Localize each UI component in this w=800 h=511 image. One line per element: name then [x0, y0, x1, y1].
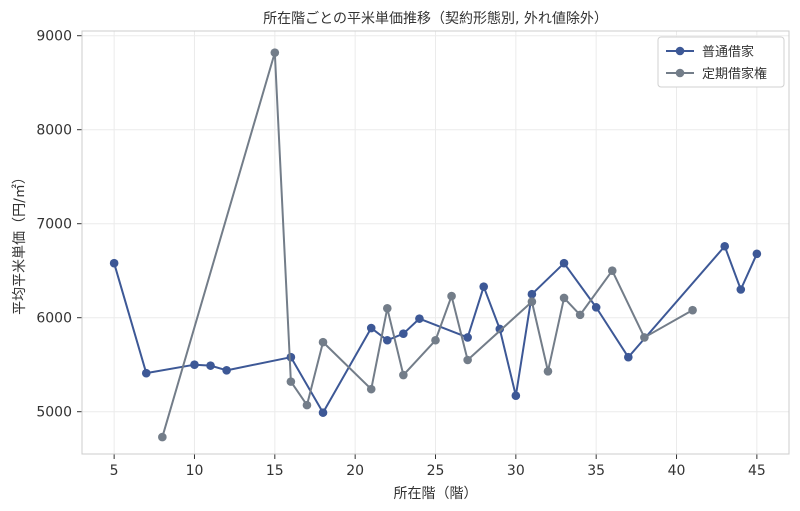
data-point: [286, 377, 296, 386]
series-2: [158, 48, 697, 442]
legend-marker: [675, 46, 685, 56]
y-tick-label: 5000: [36, 405, 72, 421]
series-line: [161, 51, 694, 438]
data-point: [640, 333, 649, 342]
y-axis-label: 平均平米単価（円/㎡）: [12, 170, 28, 315]
data-point: [688, 305, 697, 315]
data-point: [447, 291, 456, 301]
data-point: [382, 304, 392, 313]
y-tick-label: 9000: [36, 29, 72, 45]
data-point: [559, 293, 569, 303]
data-point: [270, 48, 280, 57]
x-tick-label: 45: [748, 463, 766, 479]
data-point: [318, 337, 328, 347]
data-point: [222, 366, 231, 375]
data-point: [720, 241, 730, 251]
x-tick-label: 20: [346, 463, 364, 479]
data-point: [752, 249, 762, 259]
data-point: [415, 314, 424, 323]
legend-item: 定期借家権: [666, 66, 767, 82]
data-point: [109, 258, 119, 268]
data-point: [141, 368, 151, 378]
data-point: [624, 352, 633, 362]
data-point: [399, 329, 408, 338]
series-1: [109, 241, 762, 417]
x-tick-label: 40: [668, 463, 686, 479]
axes: 5 10 15 20 25 30 35 40 45 5000 6000 7000 8000 9000: [36, 29, 790, 479]
plot-frame: [81, 30, 790, 455]
x-tick-label: 30: [507, 463, 525, 479]
legend-label: 定期借家権: [702, 66, 767, 82]
data-point: [479, 282, 489, 291]
data-point: [318, 408, 328, 417]
series-line: [113, 245, 758, 414]
x-tick-label: 25: [427, 463, 445, 479]
data-point: [543, 366, 553, 376]
data-point: [495, 324, 505, 334]
chart-title: 所在階ごとの平米単価推移（契約形態別, 外れ値除外）: [263, 11, 608, 27]
data-point: [559, 258, 569, 268]
data-point: [190, 360, 199, 370]
y-tick-label: 8000: [36, 123, 72, 139]
data-point: [527, 289, 537, 299]
data-point: [431, 335, 440, 345]
x-axis-label: 所在階（階）: [394, 486, 478, 502]
data-point: [607, 266, 617, 276]
data-point: [463, 355, 472, 365]
data-point: [366, 384, 376, 394]
data-point: [511, 391, 521, 401]
y-tick-label: 6000: [36, 311, 72, 327]
data-point: [575, 310, 585, 320]
legend-label: 普通借家: [702, 44, 754, 60]
legend-box: [657, 36, 785, 88]
data-point: [382, 335, 392, 345]
grid-lines: [82, 31, 789, 454]
data-point: [302, 400, 312, 410]
data-point: [527, 297, 537, 307]
data-point: [366, 323, 376, 333]
data-point: [399, 370, 408, 380]
legend-marker: [675, 68, 685, 78]
data-point: [286, 352, 296, 362]
data-point: [463, 333, 472, 342]
x-tick-label: 5: [110, 463, 119, 479]
data-point: [158, 432, 167, 442]
data-point: [736, 285, 746, 294]
data-point: [591, 303, 601, 312]
x-tick-label: 15: [266, 463, 284, 479]
x-tick-label: 35: [587, 463, 605, 479]
legend-item: 普通借家: [666, 44, 754, 60]
y-tick-label: 7000: [36, 217, 72, 233]
data-point: [206, 361, 215, 370]
series-layer: [109, 48, 762, 442]
x-tick-label: 10: [186, 463, 204, 479]
